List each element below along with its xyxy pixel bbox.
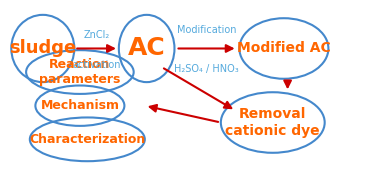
- Text: AC: AC: [128, 36, 166, 61]
- Text: H₂SO₄ / HNO₃: H₂SO₄ / HNO₃: [174, 64, 239, 74]
- Text: Mechanism: Mechanism: [40, 99, 119, 112]
- Text: sludge: sludge: [9, 40, 76, 57]
- Text: Characterization: Characterization: [29, 133, 146, 146]
- Text: Modified AC: Modified AC: [237, 42, 331, 56]
- Text: ZnCl₂: ZnCl₂: [84, 30, 110, 40]
- Text: Modification: Modification: [177, 25, 237, 35]
- Text: activation: activation: [72, 60, 121, 70]
- Text: Removal
cationic dye: Removal cationic dye: [225, 107, 320, 138]
- Text: Reaction
parameters: Reaction parameters: [39, 58, 121, 86]
